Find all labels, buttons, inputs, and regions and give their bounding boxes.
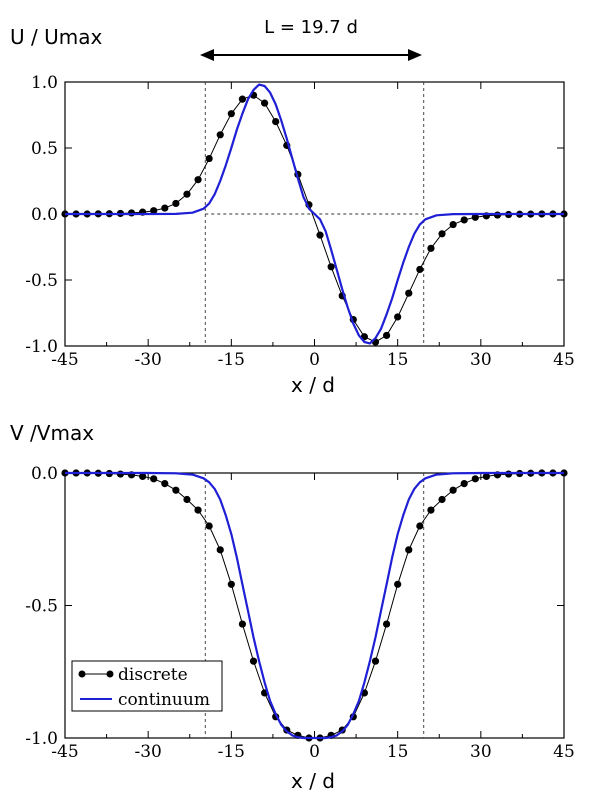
bottom-xtick-label-4: 15: [387, 742, 409, 762]
bottom-xtick-label-5: 30: [470, 742, 492, 762]
top-series-discrete-point: [172, 199, 180, 208]
bottom-xlabel: x / d: [291, 769, 335, 793]
top-series-discrete-point: [161, 204, 169, 212]
bottom-series-discrete-point: [150, 475, 158, 483]
top-xtick-label-3: 0: [309, 350, 320, 370]
top-series-discrete-point: [238, 95, 247, 103]
bottom-ytick-label-2: -1.0: [25, 729, 58, 749]
length-annotation: L = 19.7 d: [264, 17, 358, 38]
bottom-ylabel: V /Vmax: [10, 421, 94, 445]
legend-discrete-marker-right: [106, 670, 114, 678]
bottom-series-discrete-point: [161, 480, 169, 488]
top-series-discrete-point: [316, 231, 324, 239]
top-series-discrete-point: [216, 131, 224, 139]
legend-discrete-label: discrete: [118, 665, 188, 685]
bottom-series-discrete-point: [405, 546, 413, 554]
top-xtick-label-5: 30: [470, 350, 492, 370]
top-xtick-label-4: 15: [387, 350, 409, 370]
top-xtick-label-6: 45: [553, 350, 575, 370]
bottom-series-discrete-point: [249, 657, 258, 665]
bottom-xtick-label-0: -45: [51, 742, 78, 762]
length-arrow: [200, 49, 422, 61]
bottom-series-discrete-point: [139, 472, 147, 481]
top-series-discrete-point: [394, 313, 402, 321]
legend-discrete-marker-left: [78, 670, 86, 678]
top-series-discrete-point: [327, 263, 335, 271]
bottom-xtick-label-6: 45: [553, 742, 575, 762]
bottom-series-discrete-point: [371, 657, 380, 665]
top-series-discrete-point: [227, 110, 235, 118]
bottom-xtick-label-1: -30: [134, 742, 161, 762]
legend-continuum-label: continuum: [118, 690, 210, 710]
bottom-series-continuum-line: [65, 471, 564, 740]
bottom-series-discrete-point: [482, 472, 490, 481]
top-xtick-label-1: -30: [134, 350, 161, 370]
top-xlabel: x / d: [291, 373, 335, 397]
top-ytick-label-3: -0.5: [25, 271, 58, 291]
bottom-ytick-label-0: 0.0: [31, 464, 58, 484]
bottom-series-discrete-point: [427, 506, 435, 514]
bottom-series-discrete-point: [172, 486, 180, 494]
bottom-series-discrete-point: [416, 522, 424, 530]
top-ytick-label-4: -1.0: [25, 337, 58, 357]
bottom-series-discrete-point: [205, 522, 213, 530]
top-ytick-label-1: 0.5: [31, 139, 58, 159]
top-series-discrete-point: [416, 265, 424, 274]
top-series-discrete-point: [449, 220, 457, 229]
legend-box: [71, 660, 223, 712]
top-series-discrete-point: [150, 207, 158, 215]
top-series-continuum-line: [65, 83, 564, 345]
bottom-xtick-label-2: -15: [218, 742, 245, 762]
top-series-discrete-point: [427, 244, 435, 252]
bottom-series-discrete-point: [394, 580, 402, 588]
bottom-series-discrete-point: [460, 480, 468, 488]
bottom-series-discrete-point: [382, 620, 391, 628]
bottom-series-discrete-point: [449, 486, 457, 494]
bottom-series-discrete-point: [238, 620, 247, 628]
top-series-discrete-point: [183, 190, 191, 198]
top-series-discrete-point: [194, 176, 202, 184]
top-series-discrete-point: [382, 331, 391, 340]
top-series-discrete-point: [405, 289, 413, 297]
top-series-discrete-line: [65, 94, 564, 343]
bottom-plot: -45 -30 -15 0 15 30 45 0.0 -0.5 -1.0: [25, 464, 575, 762]
top-series-discrete-point: [438, 230, 446, 238]
bottom-series-discrete-point: [227, 580, 235, 588]
top-series-discrete-point: [471, 213, 479, 221]
top-series-discrete-point: [272, 118, 280, 126]
top-xtick-label-2: -15: [218, 350, 245, 370]
top-series-discrete-point: [460, 216, 468, 224]
bottom-series-discrete-point: [216, 546, 224, 554]
top-xtick-label-0: -45: [51, 350, 78, 370]
top-ytick-label-0: 1.0: [31, 73, 58, 93]
top-series-discrete-point: [261, 99, 269, 107]
bottom-xtick-label-3: 0: [309, 742, 320, 762]
top-plot: -45 -30 -15 0 15 30 45 1.0 0.5 0.0 -0.5 -1.0: [25, 73, 575, 370]
legend: discrete continuum: [71, 660, 223, 712]
bottom-series-discrete-point: [438, 495, 446, 504]
bottom-series-discrete-point: [471, 475, 479, 483]
bottom-series-discrete-point: [194, 506, 202, 514]
top-ylabel: U / Umax: [10, 25, 102, 49]
bottom-ytick-label-1: -0.5: [25, 597, 58, 617]
top-series-discrete-point: [205, 154, 213, 163]
top-ytick-label-2: 0.0: [31, 205, 58, 225]
bottom-series-discrete-point: [183, 495, 191, 504]
